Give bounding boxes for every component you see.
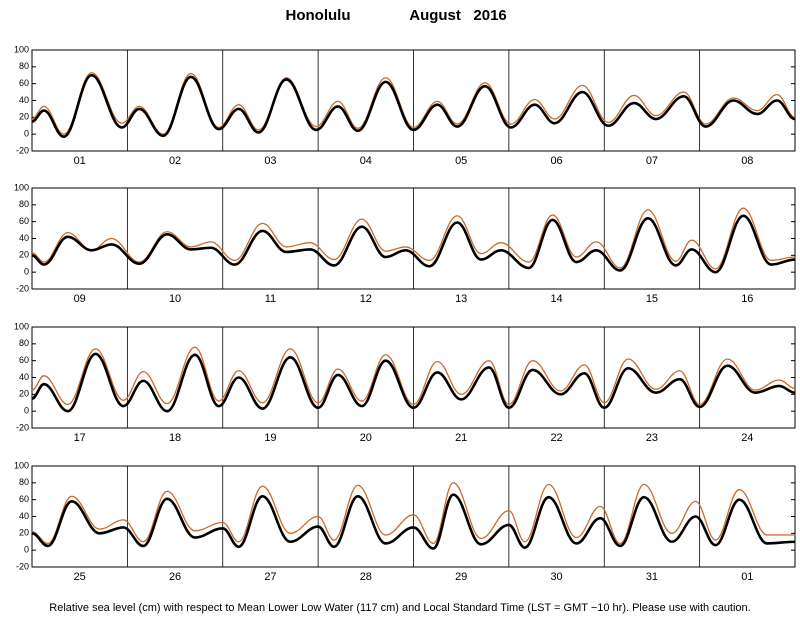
x-tick-label: 07: [646, 155, 658, 167]
y-tick-label: 40: [19, 372, 29, 382]
x-tick-label: 05: [455, 155, 467, 167]
x-tick-label: 04: [360, 155, 372, 167]
tide-line: [31, 352, 796, 413]
y-tick-label: 20: [19, 389, 29, 399]
x-tick-label: 10: [169, 293, 181, 305]
tide-line: [31, 493, 796, 550]
x-tick-label: 21: [455, 432, 467, 444]
x-tick-label: 20: [360, 432, 372, 444]
y-tick-label: 0: [24, 545, 29, 555]
y-tick-label: 0: [24, 406, 29, 416]
tide-line: [31, 214, 796, 274]
tide-line: [31, 482, 795, 545]
y-tick-label: 60: [19, 216, 29, 226]
x-tick-label: 31: [646, 571, 658, 583]
x-tick-label: 09: [74, 293, 86, 305]
y-tick-label: 40: [19, 511, 29, 521]
y-tick-label: 60: [19, 78, 29, 88]
y-tick-label: 0: [24, 267, 29, 277]
x-tick-label: 01: [741, 571, 753, 583]
x-tick-label: 27: [264, 571, 276, 583]
x-tick-label: 28: [360, 571, 372, 583]
x-tick-label: 19: [264, 432, 276, 444]
y-tick-label: 40: [19, 95, 29, 105]
x-tick-label: 11: [265, 293, 276, 305]
x-tick-label: 12: [360, 293, 372, 305]
x-tick-label: 15: [646, 293, 658, 305]
y-tick-label: -20: [16, 561, 29, 571]
chart-subtitle: August 2016: [409, 7, 507, 24]
x-tick-label: 24: [741, 432, 753, 444]
x-tick-label: 30: [550, 571, 562, 583]
chart-title: Honolulu: [286, 7, 351, 24]
x-tick-label: 14: [550, 293, 562, 305]
y-tick-label: -20: [16, 283, 29, 293]
x-tick-label: 13: [455, 293, 467, 305]
y-tick-label: 0: [24, 129, 29, 139]
y-tick-label: 20: [19, 528, 29, 538]
x-tick-label: 02: [169, 155, 181, 167]
x-tick-label: 01: [74, 155, 86, 167]
y-tick-label: 60: [19, 355, 29, 365]
y-tick-label: 100: [14, 44, 29, 54]
x-tick-label: 16: [741, 293, 753, 305]
x-tick-label: 25: [74, 571, 86, 583]
y-tick-label: 20: [19, 112, 29, 122]
y-tick-label: 80: [19, 199, 29, 209]
x-tick-label: 23: [646, 432, 658, 444]
y-tick-label: -20: [16, 422, 29, 432]
y-tick-label: -20: [16, 145, 29, 155]
y-tick-label: 20: [19, 250, 29, 260]
tide-line: [31, 73, 796, 138]
x-tick-label: 26: [169, 571, 181, 583]
x-tick-label: 08: [741, 155, 753, 167]
y-tick-label: 100: [14, 182, 29, 192]
footnote: Relative sea level (cm) with respect to …: [49, 602, 750, 614]
y-tick-label: 80: [19, 338, 29, 348]
y-tick-label: 80: [19, 61, 29, 71]
x-tick-label: 17: [74, 432, 86, 444]
y-tick-label: 60: [19, 494, 29, 504]
y-tick-label: 100: [14, 460, 29, 470]
tide-line: [31, 346, 796, 406]
x-tick-label: 06: [550, 155, 562, 167]
x-tick-label: 18: [169, 432, 181, 444]
x-tick-label: 03: [264, 155, 276, 167]
y-tick-label: 40: [19, 233, 29, 243]
y-tick-label: 100: [14, 321, 29, 331]
x-tick-label: 29: [455, 571, 467, 583]
y-tick-label: 80: [19, 477, 29, 487]
x-tick-label: 22: [550, 432, 562, 444]
